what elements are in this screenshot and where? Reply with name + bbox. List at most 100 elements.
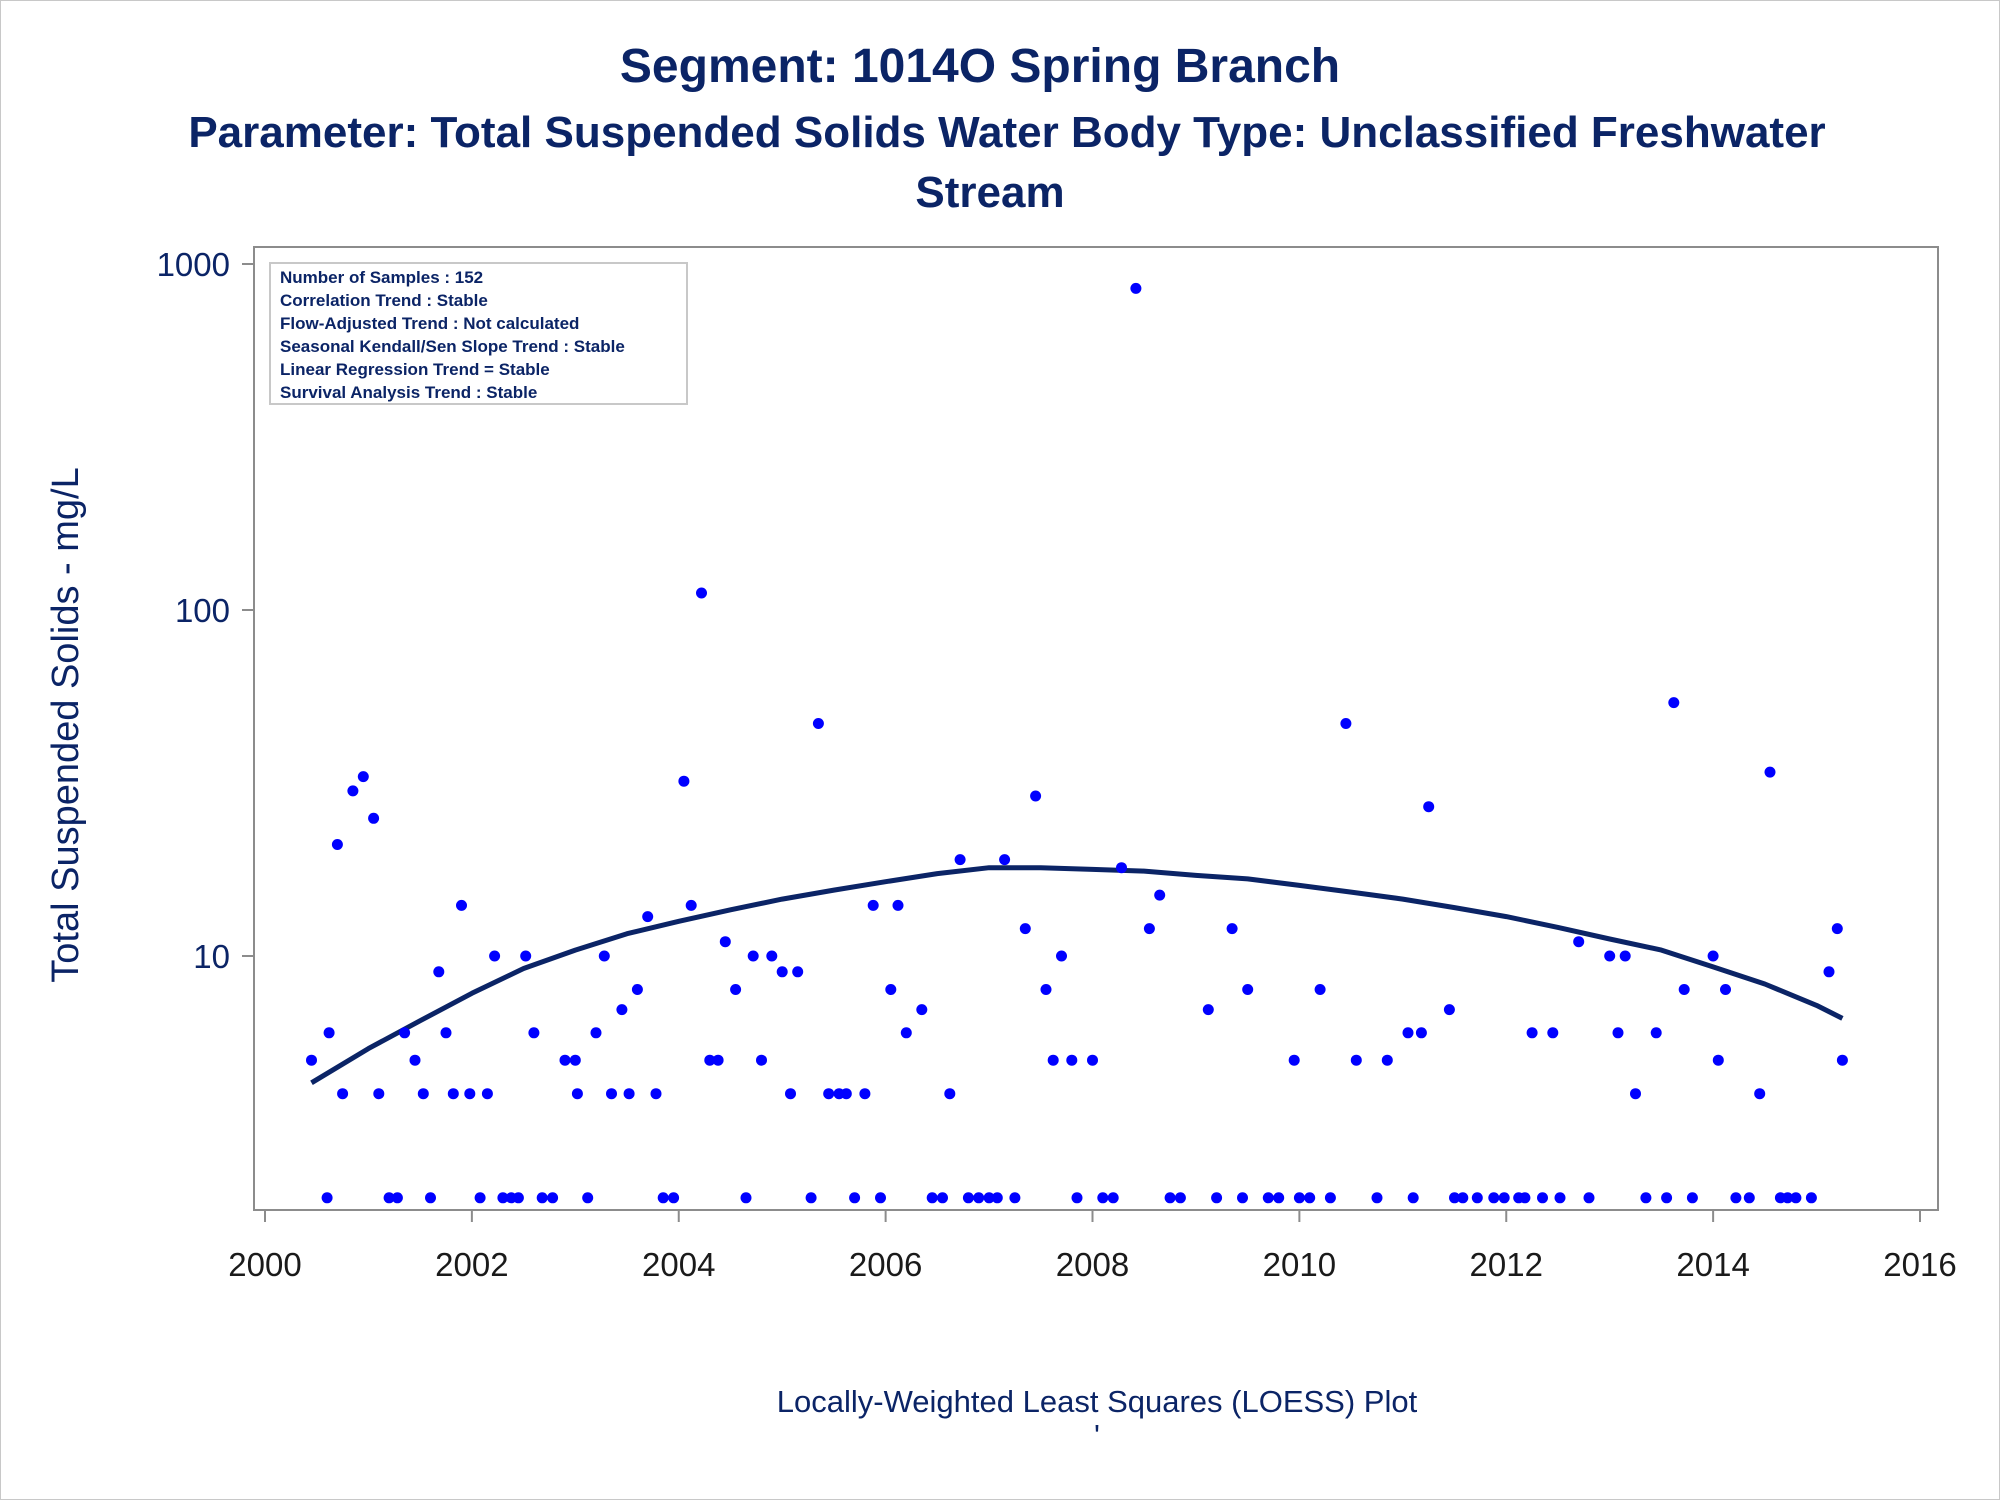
data-point [433, 966, 445, 978]
y-tick-label: 100 [175, 592, 230, 629]
data-point [306, 1054, 317, 1066]
data-point [1754, 1088, 1766, 1100]
data-point [1630, 1088, 1641, 1100]
data-point [1640, 1192, 1652, 1204]
data-point [1019, 923, 1031, 935]
x-axis: 2000 2002 2004 2006 2008 2010 2012 2014 2016 [228, 1210, 1957, 1283]
data-point [616, 1004, 628, 1016]
data-point [347, 785, 359, 797]
trend-stat-line: Linear Regression Trend = Stable [280, 360, 550, 379]
data-point [954, 854, 966, 866]
data-point [730, 984, 742, 995]
trend-stats-box [269, 262, 688, 405]
data-point [1009, 1192, 1021, 1204]
data-point [823, 1088, 835, 1100]
trend-stat-line: Flow-Adjusted Trend : Not calculated [280, 314, 579, 333]
data-point [1526, 1027, 1538, 1039]
data-point [1381, 1054, 1393, 1066]
data-point [425, 1192, 436, 1204]
data-point [1097, 1192, 1109, 1204]
data-point [1547, 1027, 1559, 1039]
data-point [1720, 984, 1731, 995]
data-point [962, 1192, 974, 1204]
data-point [1612, 1027, 1624, 1039]
data-point [685, 899, 697, 911]
data-point [464, 1088, 476, 1100]
data-point [598, 950, 610, 962]
data-point [747, 950, 759, 962]
data-point [512, 1192, 524, 1204]
data-point [536, 1192, 548, 1204]
data-point [719, 936, 731, 948]
data-point [373, 1088, 385, 1100]
data-point [1686, 1192, 1698, 1204]
data-point [696, 587, 707, 599]
x-tick-label: 2002 [435, 1246, 508, 1283]
data-point [812, 718, 824, 729]
data-point [323, 1027, 335, 1039]
data-point [590, 1027, 602, 1039]
trend-stat-line: Number of Samples : 152 [280, 268, 483, 287]
data-point [1805, 1192, 1817, 1204]
data-point [859, 1088, 871, 1100]
data-point [916, 1004, 928, 1016]
data-point [1831, 923, 1843, 935]
data-point [1164, 1192, 1176, 1204]
y-tick-label: 10 [193, 938, 230, 975]
data-point [368, 812, 380, 824]
data-point [1790, 1192, 1802, 1204]
data-point [456, 899, 467, 911]
data-point [1340, 718, 1352, 729]
data-point [1040, 984, 1052, 995]
data-point [447, 1088, 459, 1100]
data-point [1498, 1192, 1510, 1204]
data-point [1226, 923, 1238, 935]
data-point [399, 1027, 411, 1039]
data-point [321, 1192, 333, 1204]
trend-stat-line: Survival Analysis Trend : Stable [280, 383, 537, 402]
data-point [417, 1088, 429, 1100]
data-point [1293, 1192, 1305, 1204]
data-point [875, 1192, 886, 1204]
x-tick-label: 2000 [228, 1246, 301, 1283]
data-point [1678, 984, 1690, 995]
data-point [559, 1054, 571, 1066]
data-point [606, 1088, 617, 1100]
data-point [1350, 1054, 1362, 1066]
data-point [1202, 1004, 1214, 1016]
data-point [867, 899, 879, 911]
data-point [849, 1192, 861, 1204]
y-axis: 10 100 1000 [157, 246, 254, 975]
data-point [840, 1088, 852, 1100]
trend-stats-lines: Number of Samples : 152 Correlation Trend… [280, 268, 625, 402]
data-point [1242, 984, 1254, 995]
data-point [944, 1088, 956, 1100]
data-point [1402, 1027, 1414, 1039]
data-point [440, 1027, 452, 1039]
data-point [1743, 1192, 1755, 1204]
data-point [1116, 862, 1127, 874]
x-tick-label: 2008 [1056, 1246, 1129, 1283]
data-point [1324, 1192, 1336, 1204]
data-point [657, 1192, 669, 1204]
data-point [497, 1192, 509, 1204]
data-point [1237, 1192, 1248, 1204]
trend-stat-line: Seasonal Kendall/Sen Slope Trend : Stabl… [280, 337, 625, 356]
data-point [1782, 1192, 1794, 1204]
data-point [1650, 1027, 1662, 1039]
x-tick-label: 2010 [1263, 1246, 1336, 1283]
data-point [1262, 1192, 1274, 1204]
data-point [678, 775, 690, 787]
y-tick-label: 1000 [157, 246, 230, 283]
data-point [357, 771, 369, 783]
data-point [1457, 1192, 1469, 1204]
data-point [582, 1192, 594, 1204]
data-point [785, 1088, 796, 1100]
data-point [1554, 1192, 1566, 1204]
data-point [1823, 966, 1835, 978]
x-tick-label: 2016 [1883, 1246, 1956, 1283]
data-point [1661, 1192, 1673, 1204]
data-point [1304, 1192, 1316, 1204]
data-point [1573, 936, 1585, 948]
